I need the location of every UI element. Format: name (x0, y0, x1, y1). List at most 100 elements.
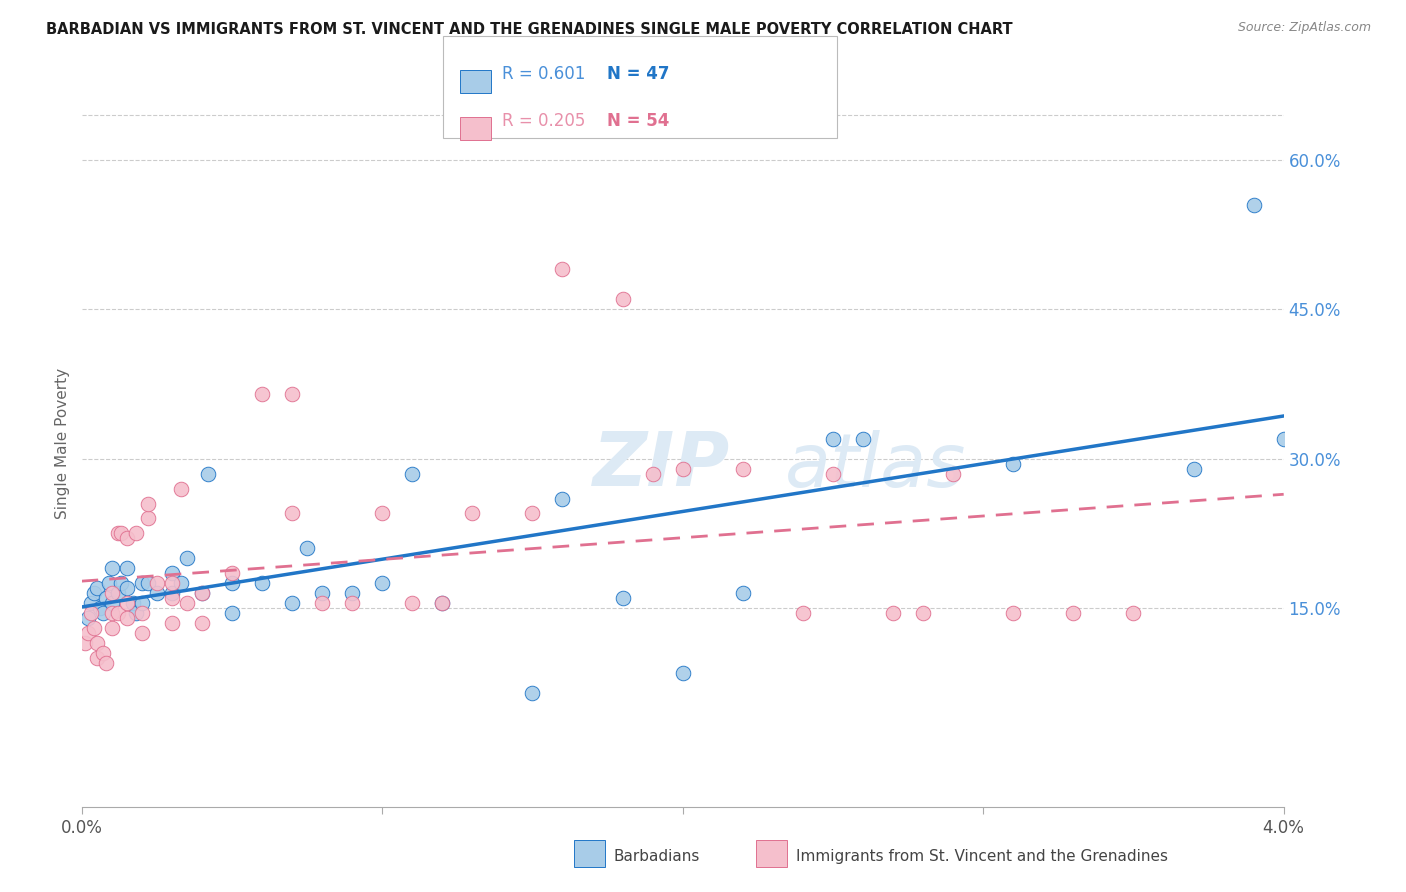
Point (76, 626, 98, 640)
Point (821, 432, 844, 446)
Text: R = 0.601: R = 0.601 (502, 65, 585, 83)
Point (221, 606, 243, 620)
Point (401, 467, 423, 481)
Point (1243, 198, 1265, 212)
Point (100, 596, 122, 610)
Point (311, 586, 333, 600)
Point (145, 586, 167, 600)
Point (191, 586, 214, 600)
Point (107, 606, 129, 620)
Point (86, 651, 108, 665)
Point (83, 586, 105, 600)
Y-axis label: Single Male Poverty: Single Male Poverty (55, 368, 70, 519)
Point (131, 596, 153, 610)
Point (432, 596, 454, 610)
Point (942, 467, 965, 481)
Point (1062, 606, 1084, 620)
Point (551, 262, 574, 277)
Point (115, 561, 138, 575)
Point (160, 586, 183, 600)
Point (1182, 461, 1205, 475)
Text: Barbadians: Barbadians (613, 849, 699, 863)
Point (131, 626, 153, 640)
Point (1002, 457, 1025, 471)
Point (115, 532, 138, 546)
Point (94, 591, 117, 606)
Point (76, 611, 98, 625)
Point (100, 561, 122, 575)
Point (115, 596, 138, 610)
Point (89, 601, 111, 615)
Point (551, 491, 574, 506)
Point (401, 596, 423, 610)
Point (371, 576, 394, 591)
Point (110, 576, 132, 591)
Point (522, 686, 544, 700)
Point (91, 606, 114, 620)
Text: R = 0.205: R = 0.205 (502, 112, 585, 130)
Point (136, 576, 159, 591)
Point (461, 507, 484, 521)
Point (281, 507, 304, 521)
Point (197, 467, 219, 481)
Point (136, 511, 159, 525)
Point (131, 576, 153, 591)
Point (281, 596, 304, 610)
Point (97, 576, 120, 591)
Point (340, 586, 363, 600)
Point (136, 496, 159, 510)
Point (295, 541, 318, 556)
Point (371, 507, 394, 521)
Point (124, 526, 146, 541)
Point (94, 656, 117, 670)
Point (612, 293, 634, 307)
Point (83, 621, 105, 635)
Point (100, 606, 122, 620)
Point (1002, 606, 1025, 620)
Point (250, 576, 273, 591)
Point (91, 646, 114, 660)
Point (107, 586, 129, 600)
Point (124, 606, 146, 620)
Point (100, 621, 122, 635)
Point (110, 526, 132, 541)
Point (191, 586, 214, 600)
Point (1272, 432, 1295, 446)
Point (86, 636, 108, 650)
Point (86, 581, 108, 595)
Point (73, 636, 96, 650)
Point (115, 611, 138, 625)
Text: Immigrants from St. Vincent and the Grenadines: Immigrants from St. Vincent and the Gren… (796, 849, 1168, 863)
Text: atlas: atlas (785, 430, 966, 501)
Point (107, 526, 129, 541)
Point (79, 606, 101, 620)
Point (821, 467, 844, 481)
Point (160, 576, 183, 591)
Text: N = 54: N = 54 (607, 112, 669, 130)
Point (250, 387, 273, 401)
Point (160, 566, 183, 581)
Point (672, 665, 695, 680)
Point (160, 591, 183, 606)
Point (100, 586, 122, 600)
Point (221, 576, 243, 591)
Point (176, 596, 198, 610)
Point (731, 586, 754, 600)
Point (1122, 606, 1144, 620)
Text: Source: ZipAtlas.com: Source: ZipAtlas.com (1237, 21, 1371, 34)
Point (221, 566, 243, 581)
Point (612, 591, 634, 606)
Point (170, 576, 193, 591)
Point (340, 596, 363, 610)
Point (176, 551, 198, 566)
Point (672, 461, 695, 475)
Text: N = 47: N = 47 (607, 65, 669, 83)
Point (311, 596, 333, 610)
Point (145, 576, 167, 591)
Text: BARBADIAN VS IMMIGRANTS FROM ST. VINCENT AND THE GRENADINES SINGLE MALE POVERTY : BARBADIAN VS IMMIGRANTS FROM ST. VINCENT… (46, 22, 1012, 37)
Point (522, 507, 544, 521)
Point (191, 615, 214, 630)
Point (852, 432, 875, 446)
Point (170, 482, 193, 496)
Point (121, 596, 143, 610)
